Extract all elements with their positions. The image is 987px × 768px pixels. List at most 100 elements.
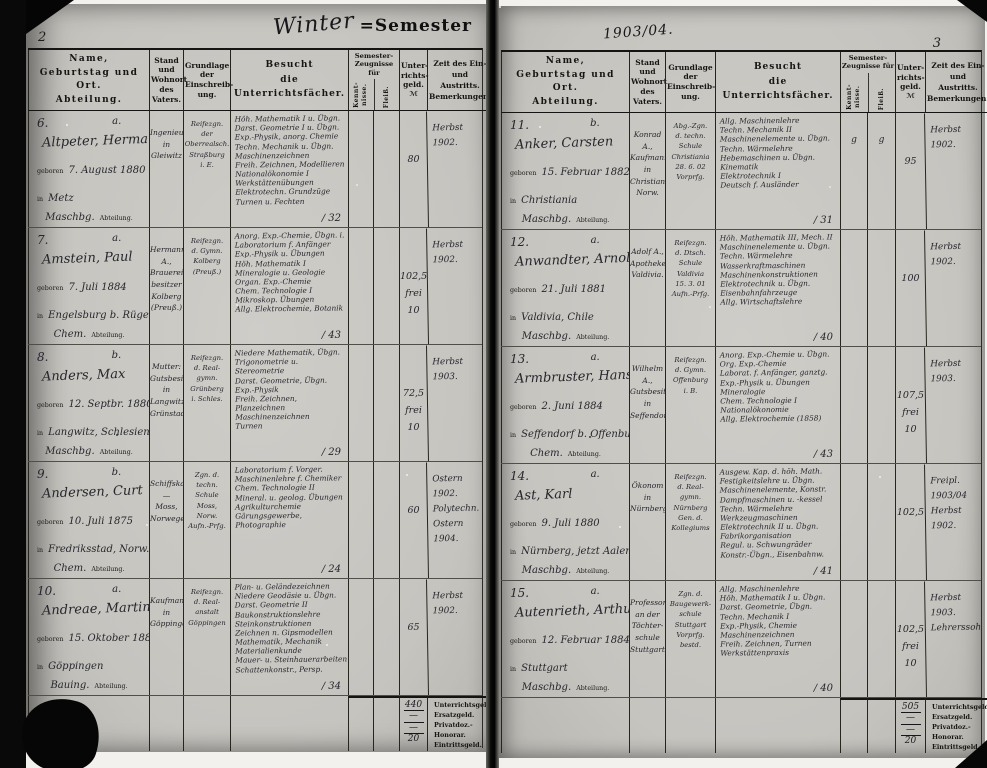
abteilung-value: Maschbg. — [45, 446, 95, 457]
geboren-label: geboren — [510, 638, 537, 645]
total-entry-fee: 20 — [407, 734, 420, 745]
student-name: Anker, Carsten — [514, 134, 614, 153]
register-entry-row: 6. a. Altpeter, Hermann geboren 7. Augus… — [28, 111, 482, 228]
course-list: Allg. Maschinenlehre Höh. Mathematik I u… — [719, 583, 826, 658]
col-header-basis: Grundlage der Einschreib- ung. — [665, 52, 715, 113]
col-header-fee: Unter- richts- geld. ℳ — [399, 50, 429, 111]
in-label: in — [510, 432, 517, 439]
father-status-cell: Wilhelm A., Gutsbesitzer in Seffendorf — [629, 347, 665, 463]
birthplace: Langwitz, Schlesien — [48, 427, 149, 438]
abteilung-value: Maschbg. — [521, 214, 572, 225]
birthplace: Stuttgart — [521, 663, 568, 674]
entry-name-cell: 7. a. Amstein, Paul geboren 7. Juli 1884… — [28, 228, 149, 344]
mark-currency-sign: ℳ — [906, 92, 915, 101]
tuition-fee-cell: 102,5 frei 10 — [895, 581, 925, 697]
father-status-cell: Mutter: Gutsbesitzerin in Langwitz Grüns… — [149, 345, 183, 461]
grade-knowledge-cell — [840, 464, 867, 580]
abteilung-value: Bauing. — [50, 680, 90, 691]
col-header-certificates: Semester- Zeugnisse für Kennt- nisse. Fl… — [348, 50, 399, 111]
col-header-remarks: Zeit des Ein- und Austritts. Bemerkungen… — [427, 50, 492, 111]
tuition-fee-cell: 102,5 — [895, 464, 925, 580]
col-header-basis: Grundlage der Einschreib- ung. — [183, 50, 233, 111]
entry-number: 12. — [510, 235, 530, 249]
grade-knowledge-cell — [840, 230, 867, 346]
birthplace: Fredriksstad, Norw. — [48, 544, 149, 555]
abteilung-label: Abteilung. — [99, 215, 133, 222]
courses-cell: Anorg. Exp.-Chemie u. Übgn. Org. Exp.-Ch… — [715, 347, 840, 463]
fee-label: Unter- richts- geld. — [897, 62, 925, 92]
abteilung-line: Bauing. Abteilung. — [29, 673, 149, 695]
father-status-cell: Professor an der Töchter- schule Stuttga… — [629, 581, 665, 697]
register-entry-row: 13. a. Armbruster, Hans geboren 2. Juni … — [501, 347, 981, 464]
entry-exit-remarks-cell: Herbst 1902. — [425, 111, 482, 227]
totals-empty-cell — [840, 698, 867, 753]
entry-name-cell: 6. a. Altpeter, Hermann geboren 7. Augus… — [28, 111, 149, 227]
grade-diligence-cell — [867, 581, 895, 697]
courses-cell: Laboratorium f. Vorger. Maschinenlehre f… — [230, 462, 348, 578]
col-header-certificates: Semester- Zeugnisse für Kennt- nisse. Fl… — [840, 52, 895, 113]
abteilung-label: Abteilung. — [91, 566, 125, 573]
birthdate-line: geboren 7. Juli 1884 — [29, 275, 149, 294]
register-entry-row: 12. a. Anwandter, Arnold geboren 21. Jul… — [501, 230, 981, 347]
entry-number: 11. — [510, 118, 530, 132]
register-entry-row: 8. b. Anders, Max geboren 12. Septbr. 18… — [28, 345, 482, 462]
tuition-fee-cell: 72,5 frei 10 — [399, 345, 427, 461]
year-handwritten: 1903/04. — [602, 21, 675, 43]
abteilung-value: Maschbg. — [521, 682, 572, 693]
birthplace: Valdivia, Chile — [521, 312, 594, 323]
in-label: in — [510, 549, 517, 556]
enrollment-basis-cell: Reifezgn. d. Dtsch. Schule Valdivia 15. … — [665, 230, 715, 346]
entry-name-cell: 10. a. Andreae, Martin geboren 15. Oktob… — [28, 579, 149, 695]
in-label: in — [510, 666, 517, 673]
enrollment-basis-cell: Reifezgn. d. Real- anstalt Göppingen — [183, 579, 230, 695]
birthdate: 7. Juli 1884 — [68, 282, 127, 293]
course-list: Ausgew. Kap. d. höh. Math. Festigkeitsle… — [719, 466, 827, 560]
tuition-fee-cell: 80 — [399, 111, 427, 227]
weekly-hours: 40 — [716, 683, 840, 697]
birthdate: 7. August 1880 — [68, 165, 146, 176]
in-label: in — [510, 198, 517, 205]
abteilung-line: Chem. Abteilung. — [29, 556, 149, 578]
birthplace-line: in Fredriksstad, Norw. — [29, 537, 149, 556]
entry-letter: a. — [590, 586, 600, 597]
total-replacement: — — [403, 711, 424, 723]
birthdate: 21. Juli 1881 — [541, 284, 607, 295]
entry-exit-remarks-cell: Herbst 1902. — [923, 113, 981, 229]
total-honorar: — — [403, 723, 424, 735]
student-name: Anders, Max — [41, 366, 126, 385]
weekly-hours: 24 — [231, 564, 348, 578]
entry-number-line: 10. a. — [29, 579, 149, 598]
grade-diligence-cell — [373, 228, 399, 344]
father-status-cell: Ökonom in Nürnberg — [629, 464, 665, 580]
subcol-diligence: Fleiß. — [373, 79, 400, 110]
entry-number: 10. — [37, 584, 57, 598]
father-status-cell: Ingenieur in Gleiwitz — [149, 111, 183, 227]
register-table-right: Name, Geburtstag und Ort. Abteilung. Sta… — [501, 50, 987, 753]
course-list: Anorg. Exp.-Chemie u. Übgn. Org. Exp.-Ch… — [719, 349, 830, 424]
enrollment-basis-cell: Abg.-Zgn. d. techn. Schule Christiania 2… — [665, 113, 715, 229]
birthdate-line: geboren 15. Oktober 1883 — [29, 626, 149, 645]
entry-exit-remarks-cell: Ostern 1902. Polytechn. Ostern 1904. — [425, 462, 482, 578]
grade-knowledge-cell — [348, 345, 373, 461]
entry-number: 14. — [510, 469, 530, 483]
abteilung-label: Abteilung. — [576, 685, 610, 692]
birthplace: Seffendorf b. Offenburg — [521, 429, 629, 440]
enrollment-basis-cell: Reifezgn. d. Real- gymn. Grünberg i. Sch… — [183, 345, 230, 461]
geboren-label: geboren — [37, 402, 64, 409]
father-status-cell: Adolf A., Apotheker, Valdivia. — [629, 230, 665, 346]
entry-number-line: 15. a. — [502, 581, 629, 600]
abteilung-label: Abteilung. — [99, 449, 133, 456]
courses-cell: Ausgew. Kap. d. höh. Math. Festigkeitsle… — [715, 464, 840, 580]
abteilung-label: Abteilung. — [91, 332, 125, 339]
birthplace: Metz — [48, 193, 74, 204]
enrollment-basis-cell: Reifezgn. d. Gymn. Offenburg i. B. — [665, 347, 715, 463]
in-label: in — [37, 547, 44, 554]
col-header-father: Stand und Wohnort des Vaters. — [629, 52, 667, 113]
page-number-left: 2 — [38, 30, 47, 45]
in-label: in — [37, 313, 44, 320]
col-header-father: Stand und Wohnort des Vaters. — [149, 50, 187, 111]
grade-knowledge-cell — [840, 581, 867, 697]
entry-name-cell: 14. a. Ast, Karl geboren 9. Juli 1880 in… — [501, 464, 629, 580]
totals-labels-left: Unterrichtsgeld. Ersatzgeld. Privatdoz.-… — [427, 696, 494, 751]
entry-name-cell: 15. a. Autenrieth, Arthur geboren 12. Fe… — [501, 581, 629, 697]
